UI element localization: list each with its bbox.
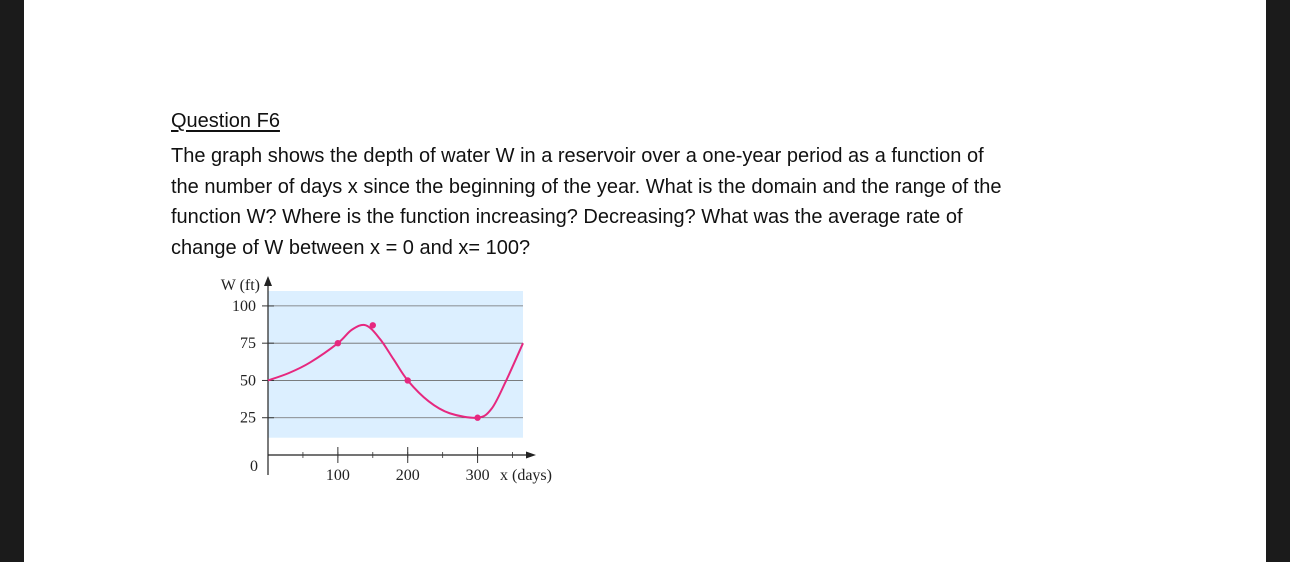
marked-points (334, 322, 481, 421)
axes (264, 276, 536, 475)
y-tick-label: 50 (240, 372, 256, 389)
y-tick-label: 100 (232, 298, 256, 315)
question-title: Question F6 (171, 110, 280, 132)
plot-area (268, 291, 523, 438)
reservoir-depth-chart: 25 50 75 100 100 200 300 W (ft) x (days) 0 (221, 276, 552, 484)
question-line: function W? Where is the function increa… (171, 206, 963, 228)
y-tick-label: 25 (240, 410, 256, 427)
tick-labels: 25 50 75 100 100 200 300 (232, 298, 490, 484)
data-point (334, 339, 342, 347)
x-tick-label: 300 (466, 467, 490, 484)
question-line: The graph shows the depth of water W in … (171, 145, 984, 167)
y-axis-label: W (ft) (221, 277, 260, 294)
question-text: The graph shows the depth of water W in … (171, 141, 1131, 263)
question-line: change of W between x = 0 and x= 100? (171, 236, 531, 259)
x-axis-label: x (days) (500, 467, 552, 484)
y-tick-label: 75 (240, 335, 256, 352)
y-axis-arrow (264, 276, 272, 286)
worksheet-page: Question F6 The graph shows the depth of… (24, 0, 1266, 562)
series-line (267, 323, 524, 419)
x-tick-label: 100 (326, 467, 350, 484)
data-point (474, 414, 481, 421)
origin-label: 0 (250, 458, 258, 475)
series-group (267, 323, 524, 419)
question-line: the number of days x since the beginning… (171, 175, 1002, 198)
data-point (404, 377, 411, 384)
x-tick-label: 200 (396, 467, 420, 484)
x-axis-arrow (526, 451, 536, 459)
data-point (369, 322, 376, 329)
